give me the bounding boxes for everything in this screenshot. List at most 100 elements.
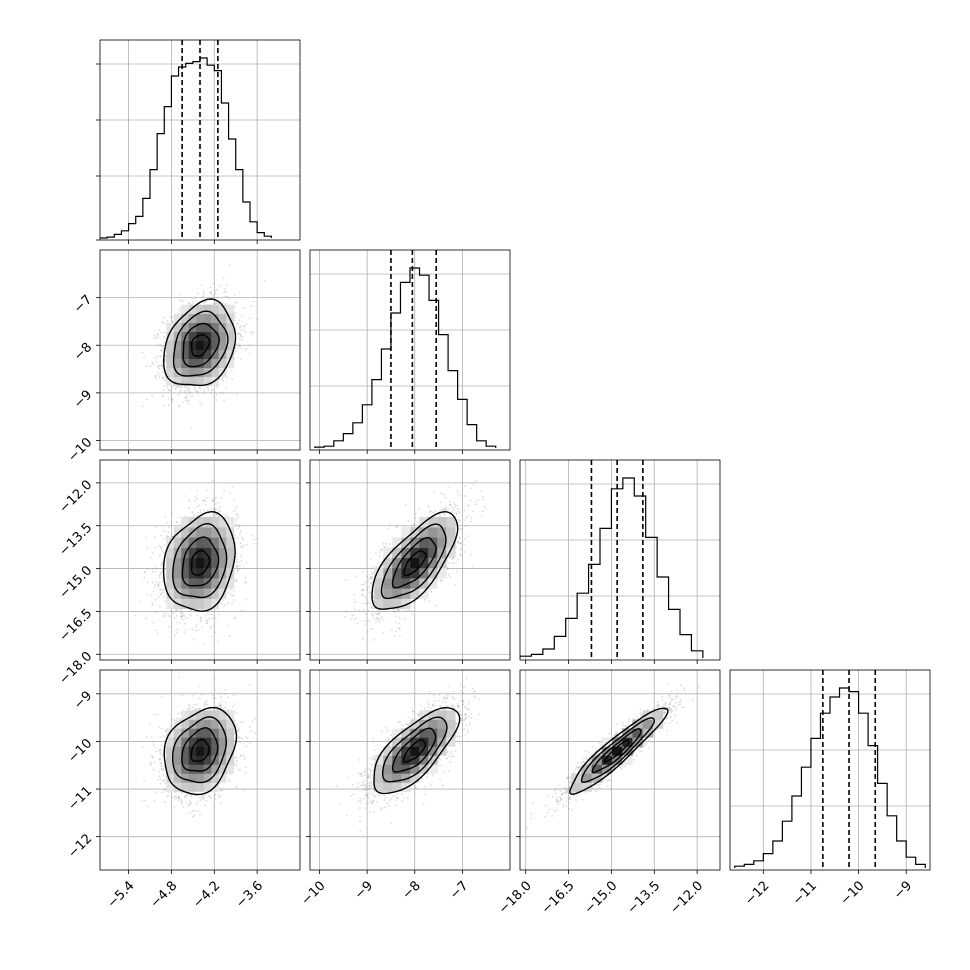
scatter-point: [160, 564, 163, 566]
scatter-point: [242, 329, 245, 331]
scatter-point: [162, 615, 165, 618]
scatter-point: [195, 626, 198, 628]
scatter-point: [235, 541, 237, 544]
scatter-point: [231, 595, 234, 597]
scatter-point: [187, 400, 190, 403]
scatter-point: [214, 631, 217, 634]
scatter-point: [236, 513, 239, 516]
scatter-point: [175, 520, 178, 523]
density-cell: [166, 358, 175, 369]
scatter-point: [207, 387, 210, 389]
scatter-point: [158, 574, 161, 577]
scatter-point: [253, 543, 256, 545]
scatter-point: [194, 496, 197, 499]
scatter-point: [206, 612, 209, 614]
hist-bar: [207, 65, 214, 238]
scatter-point: [233, 499, 236, 501]
scatter-point: [231, 485, 234, 488]
scatter-point: [145, 537, 148, 539]
density-cell: [211, 340, 220, 351]
scatter-point: [168, 526, 171, 529]
density-cell: [166, 588, 175, 599]
density-cell: [196, 331, 205, 342]
scatter-point: [215, 497, 217, 499]
density-cell: [181, 349, 190, 360]
scatter-point: [215, 288, 218, 291]
scatter-point: [189, 613, 191, 616]
scatter-point: [191, 628, 194, 631]
density-cell: [203, 331, 212, 342]
scatter-point: [188, 500, 191, 502]
scatter-point: [218, 515, 221, 517]
contour-2: [182, 322, 220, 368]
scatter-point: [127, 356, 129, 358]
scatter-point: [184, 629, 187, 631]
scatter-point: [239, 332, 242, 335]
scatter-point: [235, 343, 238, 346]
scatter-point: [178, 405, 181, 408]
scatter-point: [212, 515, 214, 517]
scatter-point: [195, 629, 197, 632]
scatter-point: [187, 302, 190, 305]
scatter-point: [198, 504, 201, 507]
scatter-point: [210, 291, 213, 294]
scatter-point: [214, 510, 217, 512]
hist-bar: [150, 170, 157, 238]
scatter-point: [234, 537, 236, 540]
scatter-point: [197, 511, 200, 514]
scatter-point: [165, 534, 168, 537]
density-cell: [203, 304, 212, 315]
scatter-point: [204, 499, 207, 502]
scatter-point: [256, 318, 259, 321]
scatter-point: [213, 624, 215, 627]
scatter-point: [234, 523, 237, 526]
hist-panel-2: [309, 249, 511, 454]
density-cell: [218, 322, 227, 333]
scatter-point: [226, 284, 228, 287]
scatter-point: [161, 395, 164, 398]
scatter-point: [144, 571, 146, 574]
scatter-point: [161, 321, 164, 324]
scatter-point: [194, 387, 197, 390]
scatter-point: [158, 355, 161, 357]
scatter-point: [151, 552, 154, 554]
density-cell: [218, 313, 227, 324]
scatter-point: [211, 613, 213, 616]
scatter-point: [203, 293, 206, 295]
scatter-point: [234, 616, 237, 619]
scatter-point: [172, 320, 174, 323]
scatter-point: [216, 301, 219, 304]
scatter-point: [243, 325, 246, 328]
scatter-point: [234, 316, 237, 319]
scatter-point: [217, 613, 220, 616]
scatter-point: [228, 635, 231, 638]
scatter-point: [171, 512, 174, 515]
scatter-point: [188, 389, 190, 392]
scatter-point: [238, 568, 241, 570]
hist-bar: [229, 139, 236, 238]
hist-bar: [439, 335, 449, 448]
scatter-point: [194, 388, 196, 391]
scatter-point: [155, 377, 158, 380]
scatter-point: [164, 567, 166, 570]
scatter-point: [201, 392, 204, 394]
scatter-point: [187, 402, 190, 405]
scatter-point: [180, 386, 182, 389]
density-cell: [211, 331, 220, 342]
scatter-point: [186, 617, 188, 620]
scatter-point: [153, 337, 156, 340]
scatter-point: [202, 291, 205, 293]
scatter-point: [215, 617, 217, 619]
scatter-point: [162, 538, 165, 541]
scatter-point: [177, 393, 180, 396]
scatter-point: [193, 514, 196, 516]
scatter-point: [152, 567, 154, 570]
scatter-point: [229, 593, 232, 596]
scatter-point: [160, 349, 163, 352]
scatter-point: [155, 581, 158, 584]
density-cell: [188, 304, 197, 315]
scatter-point: [184, 391, 187, 394]
scatter-point: [240, 546, 243, 549]
scatter-point: [183, 616, 186, 618]
